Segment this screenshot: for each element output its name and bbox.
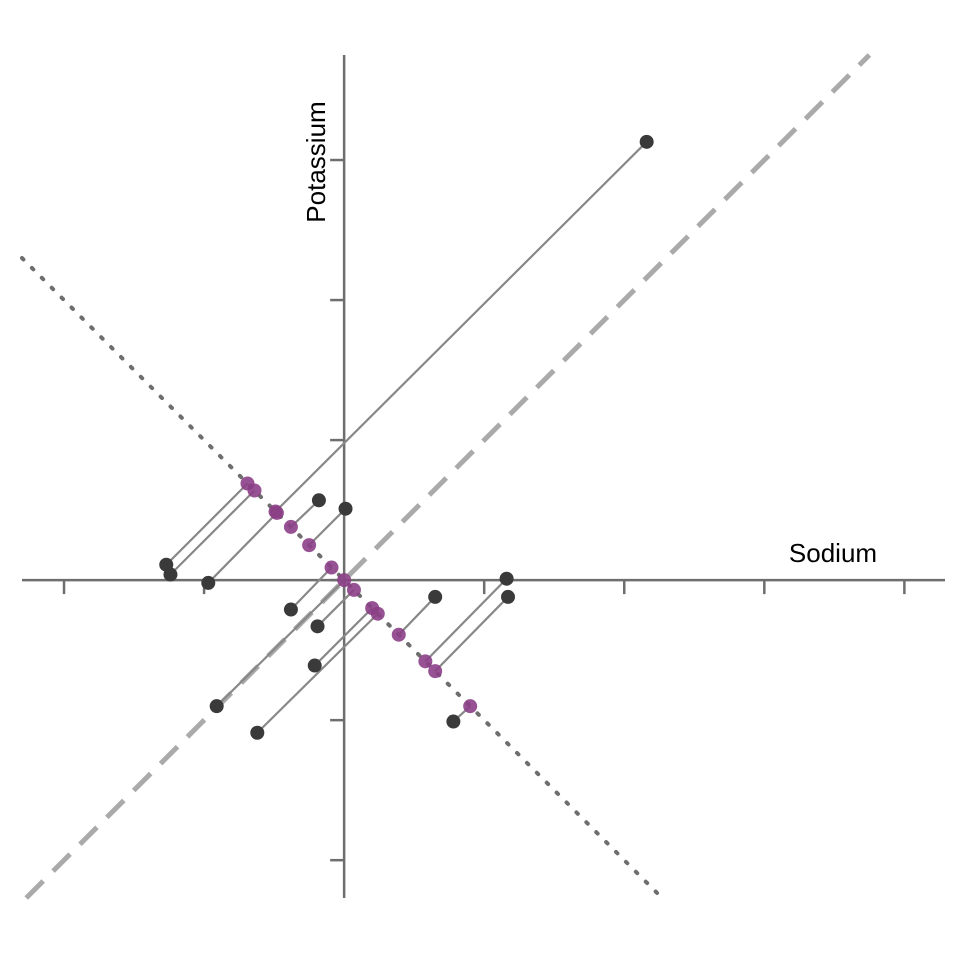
projection-segment: [207, 512, 278, 584]
data-point: [338, 501, 353, 516]
data-point: [501, 589, 516, 604]
identity-line: [24, 53, 872, 900]
data-point: [250, 725, 265, 740]
x-axis-label: Sodium: [789, 538, 877, 568]
projected-point: [370, 606, 385, 621]
projected-point: [269, 505, 284, 520]
data-point: [311, 493, 326, 508]
projected-point: [418, 654, 433, 669]
data-point: [446, 714, 461, 729]
projection-segment: [274, 141, 648, 513]
projected-point: [428, 664, 443, 679]
projection-segment: [165, 482, 249, 566]
projection-segment: [424, 577, 508, 663]
projected-point: [463, 699, 478, 714]
projection-segment: [215, 579, 345, 707]
projected-point: [337, 573, 352, 588]
data-point: [163, 567, 178, 582]
projection-segment: [316, 589, 355, 628]
projection-segment: [397, 596, 436, 636]
data-point: [209, 699, 224, 714]
projection-segment: [256, 612, 379, 734]
projection-line: [20, 256, 665, 900]
projected-point: [324, 560, 339, 575]
projected-point: [247, 483, 262, 498]
data-point: [428, 589, 443, 604]
projection-segment: [308, 507, 347, 546]
data-point: [201, 575, 216, 590]
projected-point: [283, 519, 298, 534]
axes: [22, 55, 945, 898]
projected-point: [302, 538, 317, 553]
marks: [159, 134, 654, 740]
data-point: [639, 134, 654, 149]
data-point: [499, 571, 514, 586]
y-axis-label: Potassium: [301, 101, 331, 222]
projected-point: [346, 582, 361, 597]
data-point: [307, 658, 322, 673]
projection-segment: [434, 596, 509, 672]
guides: [20, 53, 872, 900]
projection-segment: [290, 566, 333, 611]
projection-segment: [169, 489, 256, 576]
projected-point: [391, 627, 406, 642]
data-point: [283, 602, 298, 617]
projection-segment: [313, 607, 373, 667]
data-point: [310, 619, 325, 634]
